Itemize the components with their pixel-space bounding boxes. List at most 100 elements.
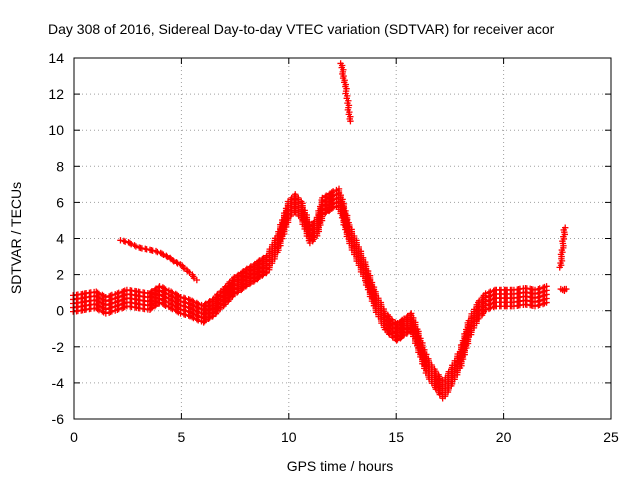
- data-marker: [535, 302, 542, 309]
- data-marker: [170, 258, 177, 265]
- data-marker: [231, 290, 238, 297]
- x-tick-label: 15: [388, 429, 404, 445]
- data-marker: [115, 305, 122, 313]
- series-late-rise: [556, 224, 569, 271]
- y-tick-label: 12: [48, 86, 64, 102]
- data-marker: [163, 252, 170, 260]
- series-main-trace: [70, 185, 550, 402]
- data-marker: [185, 312, 192, 319]
- data-marker: [202, 316, 209, 324]
- data-marker: [152, 301, 160, 309]
- data-marker: [206, 314, 213, 321]
- data-marker: [131, 242, 138, 249]
- data-marker: [132, 243, 140, 250]
- data-marker: [319, 210, 326, 218]
- data-marker: [173, 259, 180, 266]
- data-marker: [151, 302, 159, 310]
- data-marker: [193, 276, 201, 284]
- x-tick-label: 20: [496, 429, 512, 445]
- data-marker: [120, 237, 128, 245]
- data-marker: [347, 117, 354, 125]
- data-marker: [147, 305, 155, 312]
- data-marker: [152, 247, 160, 255]
- data-marker: [323, 208, 330, 216]
- data-marker: [485, 305, 493, 313]
- x-axis-label: GPS time / hours: [287, 458, 394, 474]
- x-tick-label: 10: [281, 429, 297, 445]
- chart-title: Day 308 of 2016, Sidereal Day-to-day VTE…: [48, 21, 555, 37]
- data-marker: [182, 311, 189, 319]
- data-marker: [400, 331, 408, 339]
- data-marker: [169, 305, 176, 313]
- data-marker: [539, 300, 547, 308]
- series-spike-near-12h: [337, 60, 354, 125]
- data-marker: [173, 308, 181, 315]
- data-marker: [167, 304, 175, 312]
- series-morning-segment: [117, 237, 201, 284]
- data-marker: [482, 306, 489, 313]
- data-marker: [256, 273, 263, 280]
- data-marker: [177, 310, 184, 317]
- data-marker: [161, 301, 168, 308]
- data-marker: [180, 310, 188, 318]
- y-tick-label: -6: [52, 411, 65, 427]
- data-marker: [329, 204, 337, 211]
- y-tick-label: 2: [56, 267, 64, 283]
- data-marker: [126, 239, 134, 247]
- data-marker: [174, 260, 181, 267]
- y-tick-label: 8: [56, 158, 64, 174]
- y-axis-label: SDTVAR / TECUs: [8, 182, 24, 294]
- y-tick-label: 4: [56, 231, 64, 247]
- data-marker: [260, 271, 267, 278]
- data-marker: [107, 308, 114, 316]
- data-marker: [322, 209, 329, 217]
- data-marker: [190, 314, 197, 322]
- data-marker: [158, 250, 166, 258]
- data-marker: [201, 318, 208, 325]
- data-marks: [70, 60, 570, 402]
- data-marker: [194, 317, 202, 324]
- tick-labels: 0 5 10 15 20 25 -6 -4 -2 0 2 4 6 8 10 12 14: [48, 50, 619, 445]
- data-marker: [156, 299, 163, 306]
- y-tick-label: -2: [52, 339, 65, 355]
- data-marker: [117, 237, 124, 244]
- y-tick-label: -4: [52, 375, 65, 391]
- data-marker: [169, 256, 177, 264]
- data-marker: [403, 330, 411, 337]
- x-tick-label: 0: [70, 429, 78, 445]
- data-marker: [154, 248, 161, 256]
- y-tick-label: 6: [56, 194, 64, 210]
- y-tick-label: 0: [56, 303, 64, 319]
- data-marker: [328, 205, 335, 212]
- data-marker: [255, 274, 262, 282]
- data-marker: [179, 263, 187, 271]
- data-marker: [148, 304, 156, 311]
- data-marker: [95, 306, 103, 314]
- data-marker: [250, 278, 257, 285]
- data-marker: [99, 308, 106, 315]
- data-marker: [563, 285, 570, 293]
- data-marker: [120, 304, 127, 311]
- data-marker: [164, 253, 171, 261]
- data-marker: [162, 302, 169, 310]
- data-marker: [394, 336, 401, 343]
- data-marker: [102, 310, 110, 317]
- data-marker: [114, 306, 121, 313]
- y-tick-label: 14: [48, 50, 64, 66]
- data-marker: [259, 272, 266, 279]
- data-marker: [188, 313, 196, 321]
- data-marker: [239, 285, 246, 292]
- data-marker: [531, 302, 539, 310]
- data-marker: [487, 304, 494, 312]
- data-marker: [121, 238, 129, 245]
- data-marker: [205, 315, 212, 323]
- x-tick-label: 5: [178, 429, 186, 445]
- series-late-cluster: [557, 285, 570, 295]
- y-tick-label: 10: [48, 122, 64, 138]
- data-marker: [108, 308, 116, 315]
- data-marker: [160, 251, 167, 258]
- data-marker: [247, 279, 255, 286]
- plot-frame: [73, 57, 612, 420]
- data-marker: [562, 224, 569, 231]
